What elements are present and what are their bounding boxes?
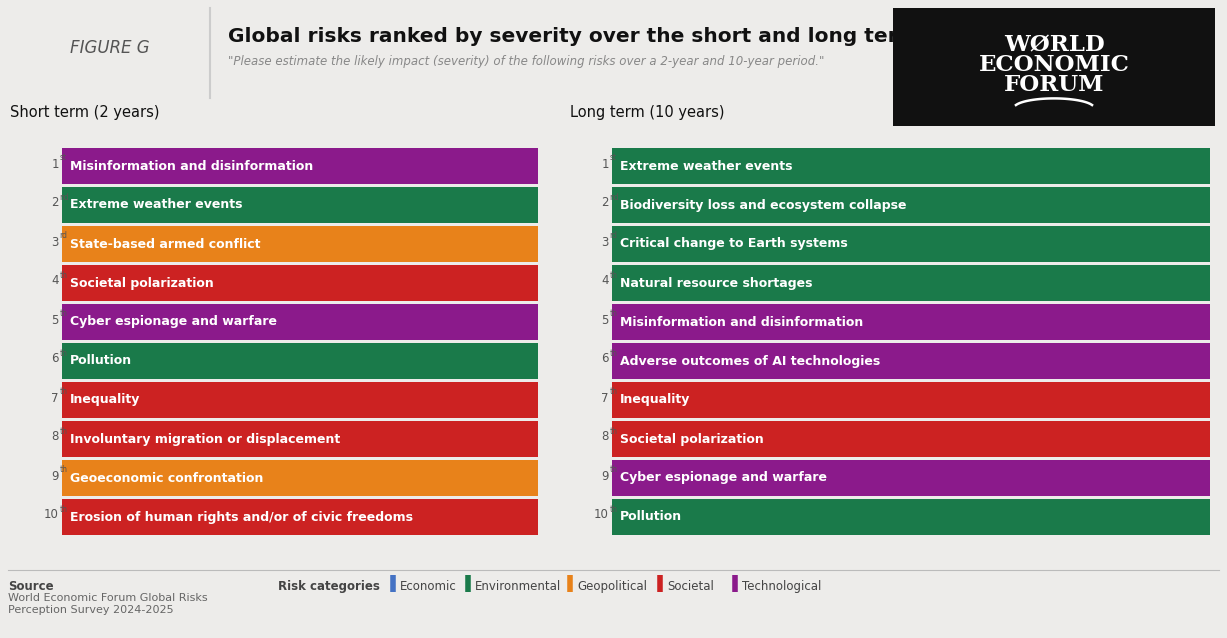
FancyBboxPatch shape bbox=[612, 343, 1210, 379]
Text: 2: 2 bbox=[601, 197, 609, 209]
Text: th: th bbox=[610, 271, 617, 279]
FancyBboxPatch shape bbox=[63, 382, 537, 418]
Text: th: th bbox=[610, 426, 617, 436]
Text: 3: 3 bbox=[601, 235, 609, 248]
Text: Societal: Societal bbox=[667, 580, 714, 593]
FancyBboxPatch shape bbox=[63, 499, 537, 535]
Text: Perception Survey 2024-2025: Perception Survey 2024-2025 bbox=[9, 605, 174, 615]
FancyBboxPatch shape bbox=[612, 304, 1210, 340]
Text: World Economic Forum Global Risks: World Economic Forum Global Risks bbox=[9, 593, 207, 603]
Text: th: th bbox=[610, 466, 617, 475]
Text: Adverse outcomes of AI technologies: Adverse outcomes of AI technologies bbox=[620, 355, 880, 367]
FancyBboxPatch shape bbox=[63, 187, 537, 223]
Text: Environmental: Environmental bbox=[475, 580, 561, 593]
Text: nd: nd bbox=[610, 193, 620, 202]
Text: 5: 5 bbox=[601, 313, 609, 327]
FancyBboxPatch shape bbox=[612, 499, 1210, 535]
Text: th: th bbox=[59, 271, 67, 279]
FancyBboxPatch shape bbox=[612, 382, 1210, 418]
FancyBboxPatch shape bbox=[63, 343, 537, 379]
Text: st: st bbox=[59, 154, 66, 163]
FancyBboxPatch shape bbox=[612, 148, 1210, 184]
Text: Technological: Technological bbox=[742, 580, 821, 593]
Text: th: th bbox=[610, 505, 617, 514]
Text: 6: 6 bbox=[52, 353, 59, 366]
Text: 10: 10 bbox=[594, 508, 609, 521]
Text: 1: 1 bbox=[601, 158, 609, 170]
Text: 8: 8 bbox=[601, 431, 609, 443]
FancyBboxPatch shape bbox=[612, 265, 1210, 301]
Text: Extreme weather events: Extreme weather events bbox=[620, 160, 793, 172]
Text: th: th bbox=[59, 387, 67, 396]
Text: 4: 4 bbox=[52, 274, 59, 288]
Text: 7: 7 bbox=[601, 392, 609, 404]
Text: 5: 5 bbox=[52, 313, 59, 327]
FancyBboxPatch shape bbox=[612, 460, 1210, 496]
Text: 4: 4 bbox=[601, 274, 609, 288]
Text: FORUM: FORUM bbox=[1004, 74, 1104, 96]
FancyBboxPatch shape bbox=[63, 226, 537, 262]
Text: 9: 9 bbox=[52, 470, 59, 482]
Text: Geopolitical: Geopolitical bbox=[577, 580, 647, 593]
Text: th: th bbox=[59, 309, 67, 318]
FancyBboxPatch shape bbox=[63, 148, 537, 184]
Text: Short term (2 years): Short term (2 years) bbox=[10, 105, 160, 119]
Text: th: th bbox=[59, 348, 67, 357]
Text: th: th bbox=[59, 505, 67, 514]
Text: 6: 6 bbox=[601, 353, 609, 366]
Text: 3: 3 bbox=[52, 235, 59, 248]
Text: 1: 1 bbox=[52, 158, 59, 170]
Text: th: th bbox=[610, 309, 617, 318]
Text: WØRLD: WØRLD bbox=[1004, 34, 1104, 56]
Text: Inequality: Inequality bbox=[70, 394, 140, 406]
Text: Inequality: Inequality bbox=[620, 394, 691, 406]
Text: Biodiversity loss and ecosystem collapse: Biodiversity loss and ecosystem collapse bbox=[620, 198, 907, 212]
FancyBboxPatch shape bbox=[63, 460, 537, 496]
Text: Extreme weather events: Extreme weather events bbox=[70, 198, 243, 212]
Text: Cyber espionage and warfare: Cyber espionage and warfare bbox=[70, 316, 277, 329]
Text: 10: 10 bbox=[44, 508, 59, 521]
Text: 7: 7 bbox=[52, 392, 59, 404]
FancyBboxPatch shape bbox=[63, 421, 537, 457]
Text: 2: 2 bbox=[52, 197, 59, 209]
Text: 9: 9 bbox=[601, 470, 609, 482]
Text: Misinformation and disinformation: Misinformation and disinformation bbox=[70, 160, 313, 172]
Text: Long term (10 years): Long term (10 years) bbox=[571, 105, 724, 119]
Text: Source: Source bbox=[9, 580, 54, 593]
Text: st: st bbox=[610, 154, 617, 163]
FancyBboxPatch shape bbox=[63, 265, 537, 301]
Text: Risk categories: Risk categories bbox=[279, 580, 380, 593]
FancyBboxPatch shape bbox=[612, 187, 1210, 223]
Text: nd: nd bbox=[59, 193, 69, 202]
Text: rd: rd bbox=[59, 232, 67, 241]
Text: Involuntary migration or displacement: Involuntary migration or displacement bbox=[70, 433, 340, 445]
Text: Societal polarization: Societal polarization bbox=[70, 276, 213, 290]
FancyBboxPatch shape bbox=[63, 304, 537, 340]
Text: Societal polarization: Societal polarization bbox=[620, 433, 763, 445]
Text: rd: rd bbox=[610, 232, 617, 241]
Text: 8: 8 bbox=[52, 431, 59, 443]
Text: Natural resource shortages: Natural resource shortages bbox=[620, 276, 812, 290]
Text: FIGURE G: FIGURE G bbox=[70, 39, 150, 57]
Text: Global risks ranked by severity over the short and long term: Global risks ranked by severity over the… bbox=[228, 27, 919, 45]
Text: Cyber espionage and warfare: Cyber espionage and warfare bbox=[620, 471, 827, 484]
Text: Erosion of human rights and/or of civic freedoms: Erosion of human rights and/or of civic … bbox=[70, 510, 413, 524]
Text: Economic: Economic bbox=[400, 580, 456, 593]
FancyBboxPatch shape bbox=[893, 8, 1215, 126]
Text: State-based armed conflict: State-based armed conflict bbox=[70, 237, 260, 251]
FancyBboxPatch shape bbox=[612, 226, 1210, 262]
FancyBboxPatch shape bbox=[612, 421, 1210, 457]
Text: ECONOMIC: ECONOMIC bbox=[979, 54, 1129, 76]
Text: th: th bbox=[59, 466, 67, 475]
Text: "Please estimate the likely impact (severity) of the following risks over a 2-ye: "Please estimate the likely impact (seve… bbox=[228, 56, 825, 68]
Text: Critical change to Earth systems: Critical change to Earth systems bbox=[620, 237, 848, 251]
Text: Pollution: Pollution bbox=[70, 355, 133, 367]
Text: th: th bbox=[610, 348, 617, 357]
Text: th: th bbox=[59, 426, 67, 436]
Text: Pollution: Pollution bbox=[620, 510, 682, 524]
Text: th: th bbox=[610, 387, 617, 396]
Text: Geoeconomic confrontation: Geoeconomic confrontation bbox=[70, 471, 264, 484]
Text: Misinformation and disinformation: Misinformation and disinformation bbox=[620, 316, 864, 329]
